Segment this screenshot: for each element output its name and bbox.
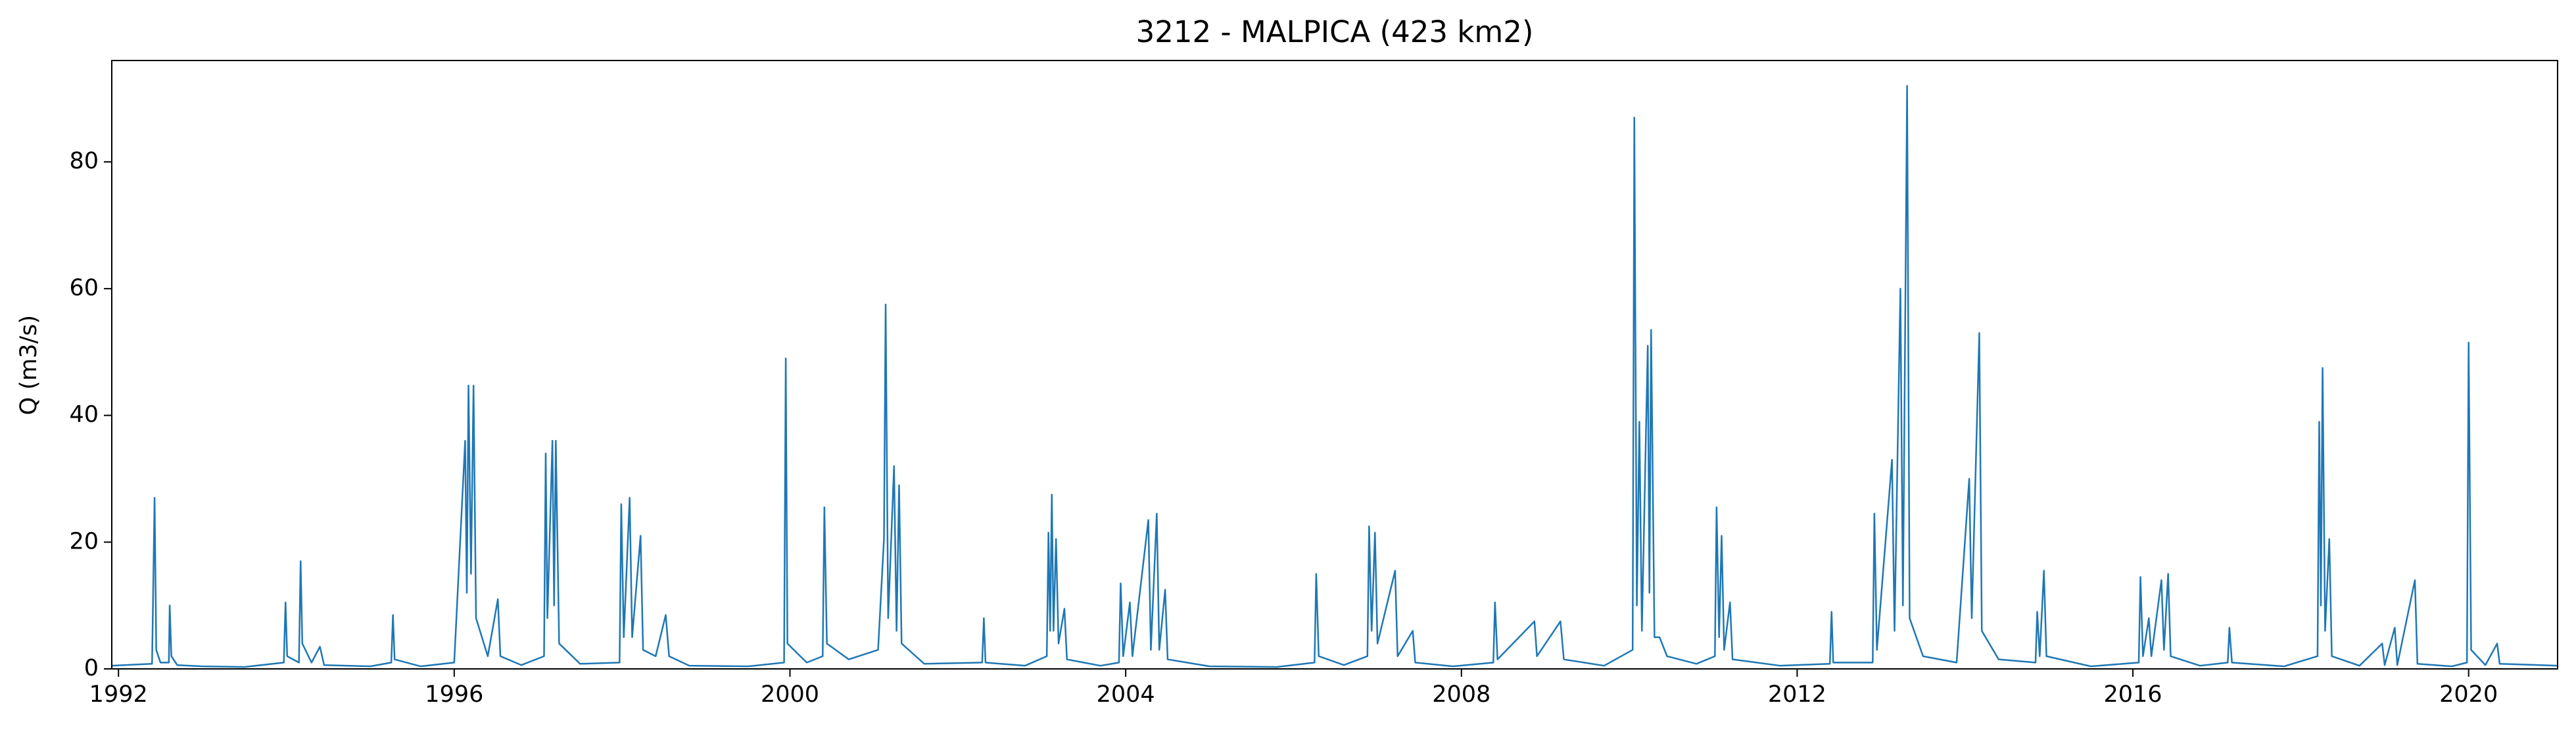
x-tick-label: 2000 [761, 681, 819, 708]
plot-frame [111, 60, 2558, 670]
y-tick-label: 60 [69, 275, 99, 301]
x-tick-label: 2004 [1097, 681, 1155, 708]
y-tick-label: 20 [69, 528, 99, 554]
y-tick-label: 80 [69, 148, 99, 174]
y-tick-label: 40 [69, 402, 99, 428]
x-tick-label: 1996 [425, 681, 483, 708]
chart-title: 3212 - MALPICA (423 km2) [1136, 14, 1534, 49]
x-tick-label: 2012 [1768, 681, 1826, 708]
x-tick-label: 1992 [89, 681, 148, 708]
x-tick-label: 2016 [2104, 681, 2162, 708]
series-line [111, 85, 2558, 668]
x-tick-label: 2008 [1432, 681, 1491, 708]
x-tick-label: 2020 [2439, 681, 2498, 708]
y-axis-label: Q (m3/s) [16, 315, 42, 415]
y-tick-label: 0 [84, 655, 99, 681]
